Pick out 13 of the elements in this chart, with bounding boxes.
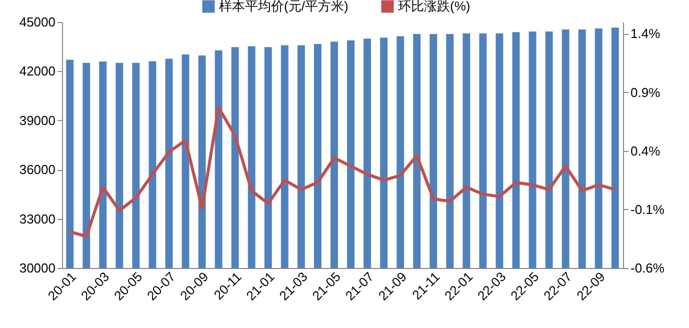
line-series — [68, 106, 617, 238]
y2-tick-label: 1.4% — [630, 26, 661, 42]
y-tick-label: 39000 — [19, 112, 56, 128]
y2-tick-label: -0.6% — [630, 260, 665, 276]
legend-label: 环比涨跌(%) — [398, 0, 470, 14]
y-tick-label: 36000 — [19, 162, 56, 178]
y2-tick-label: 0.9% — [630, 84, 661, 100]
y-tick-label: 45000 — [19, 14, 56, 30]
y-tick-label: 33000 — [19, 211, 56, 226]
y-tick-label: 30000 — [19, 260, 56, 276]
y-tick-label: 42000 — [19, 64, 56, 79]
y2-tick-label: -0.1% — [630, 202, 665, 217]
y2-tick-label: 0.4% — [630, 143, 661, 158]
